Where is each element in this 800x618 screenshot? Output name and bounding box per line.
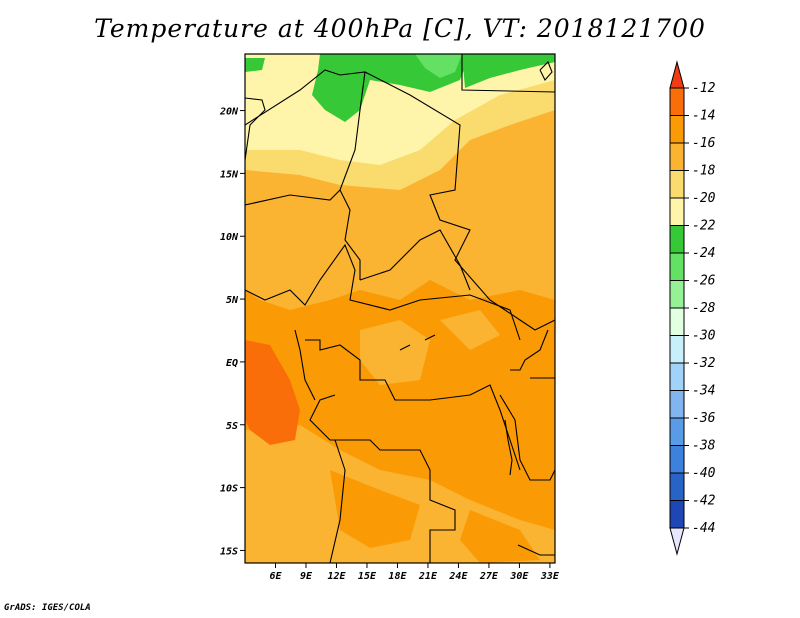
colorbar-swatch	[669, 115, 685, 144]
border-central	[245, 243, 521, 341]
colorbar-swatch	[669, 170, 685, 199]
grads-credit: GrADS: IGES/COLA	[4, 603, 91, 613]
colorbar-swatch	[669, 390, 685, 419]
colorbar-label: -20	[692, 191, 716, 206]
coast-west	[245, 97, 266, 161]
temperature-field	[245, 54, 555, 563]
colorbar-label: -42	[692, 494, 716, 509]
x-tick-label: 6E	[269, 571, 282, 582]
colorbar-cap-top	[669, 60, 685, 89]
field-patch-central2	[440, 310, 500, 350]
x-tick-label: 33E	[540, 571, 560, 582]
y-tick-label: 5N	[226, 295, 239, 306]
field-band-green-east	[462, 54, 555, 88]
colorbar-swatch	[669, 225, 685, 254]
colorbar-label: -38	[692, 439, 716, 454]
map-frame	[244, 53, 556, 564]
y-tick-label: 15S	[220, 546, 238, 557]
field-band-south-orange2	[460, 510, 540, 563]
colorbar-swatch	[669, 142, 685, 171]
field-band-green-west	[245, 58, 265, 72]
border-drc	[305, 339, 521, 471]
y-tick-label: 20N	[219, 107, 239, 118]
field-band-south-orange	[330, 470, 420, 548]
colorbar-swatch	[669, 252, 685, 281]
colorbar-swatch	[669, 197, 685, 226]
colorbar-label: -14	[692, 109, 715, 124]
border-uganda	[510, 329, 549, 371]
x-tick-label: 30E	[509, 571, 529, 582]
rivers	[399, 334, 436, 351]
colorbar-label: -18	[692, 164, 716, 179]
y-tick-label: 10N	[220, 232, 239, 243]
border-sahel	[245, 189, 341, 206]
colorbar-label: -22	[692, 219, 716, 234]
field-band-minus24	[415, 54, 462, 78]
colorbar-swatch	[669, 472, 685, 501]
colorbar-swatch	[669, 307, 685, 336]
x-tick-label: 21E	[418, 571, 438, 582]
colorbar: -12 -14 -16 -18 -20 -22 -24 -26 -28 -30 -32 -34 -36 -…	[669, 60, 716, 556]
y-tick-label: 10S	[220, 484, 238, 495]
colorbar-label: -32	[692, 356, 716, 371]
colorbar-swatch	[669, 87, 685, 116]
lake-north	[539, 61, 553, 81]
colorbar-swatch	[669, 445, 685, 474]
x-tick-label: 27E	[479, 571, 499, 582]
y-axis-ticks: 20N 15N 10N 5N EQ 5S 10S 15S	[219, 107, 245, 557]
colorbar-label: -44	[692, 521, 715, 536]
coast-gabon	[294, 329, 316, 401]
x-tick-label: 24E	[448, 571, 468, 582]
lake-tanganyika	[504, 419, 513, 476]
field-band-minus14	[245, 340, 300, 445]
x-tick-label: 15E	[358, 571, 377, 582]
border-tanganyika	[499, 394, 555, 481]
y-tick-label: 5S	[226, 421, 238, 432]
colorbar-swatch	[669, 500, 685, 529]
border-north	[245, 69, 555, 331]
y-tick-label: 15N	[220, 169, 239, 180]
colorbar-label: -36	[692, 411, 716, 426]
colorbar-label: -34	[692, 384, 715, 399]
colorbar-label: -40	[692, 466, 716, 481]
colorbar-swatch	[669, 362, 685, 391]
colorbar-cap-bottom	[669, 527, 685, 556]
border-angola-west	[329, 439, 346, 563]
colorbar-label: -26	[692, 274, 716, 289]
border-chad-niger	[339, 71, 366, 280]
colorbar-swatch	[669, 280, 685, 309]
map-borders	[245, 54, 555, 563]
colorbar-label: -24	[692, 246, 715, 261]
colorbar-label: -12	[692, 81, 716, 96]
x-tick-label: 12E	[327, 571, 346, 582]
border-egypt	[461, 54, 555, 93]
border-car	[359, 229, 471, 291]
y-tick-label: EQ	[226, 358, 238, 369]
map-title: Temperature at 400hPa [C], VT: 201812170…	[94, 14, 706, 43]
border-angola	[309, 394, 456, 563]
colorbar-label: -30	[692, 329, 716, 344]
border-south	[517, 544, 555, 556]
colorbar-swatch	[669, 335, 685, 364]
colorbar-swatch	[669, 417, 685, 446]
x-axis-ticks: 6E 9E 12E 15E 18E 21E 24E 27E 30E 33E	[269, 563, 560, 582]
field-patch-central	[360, 320, 430, 385]
x-tick-label: 9E	[300, 571, 313, 582]
x-tick-label: 18E	[388, 571, 407, 582]
colorbar-label: -28	[692, 301, 716, 316]
colorbar-label: -16	[692, 136, 716, 151]
